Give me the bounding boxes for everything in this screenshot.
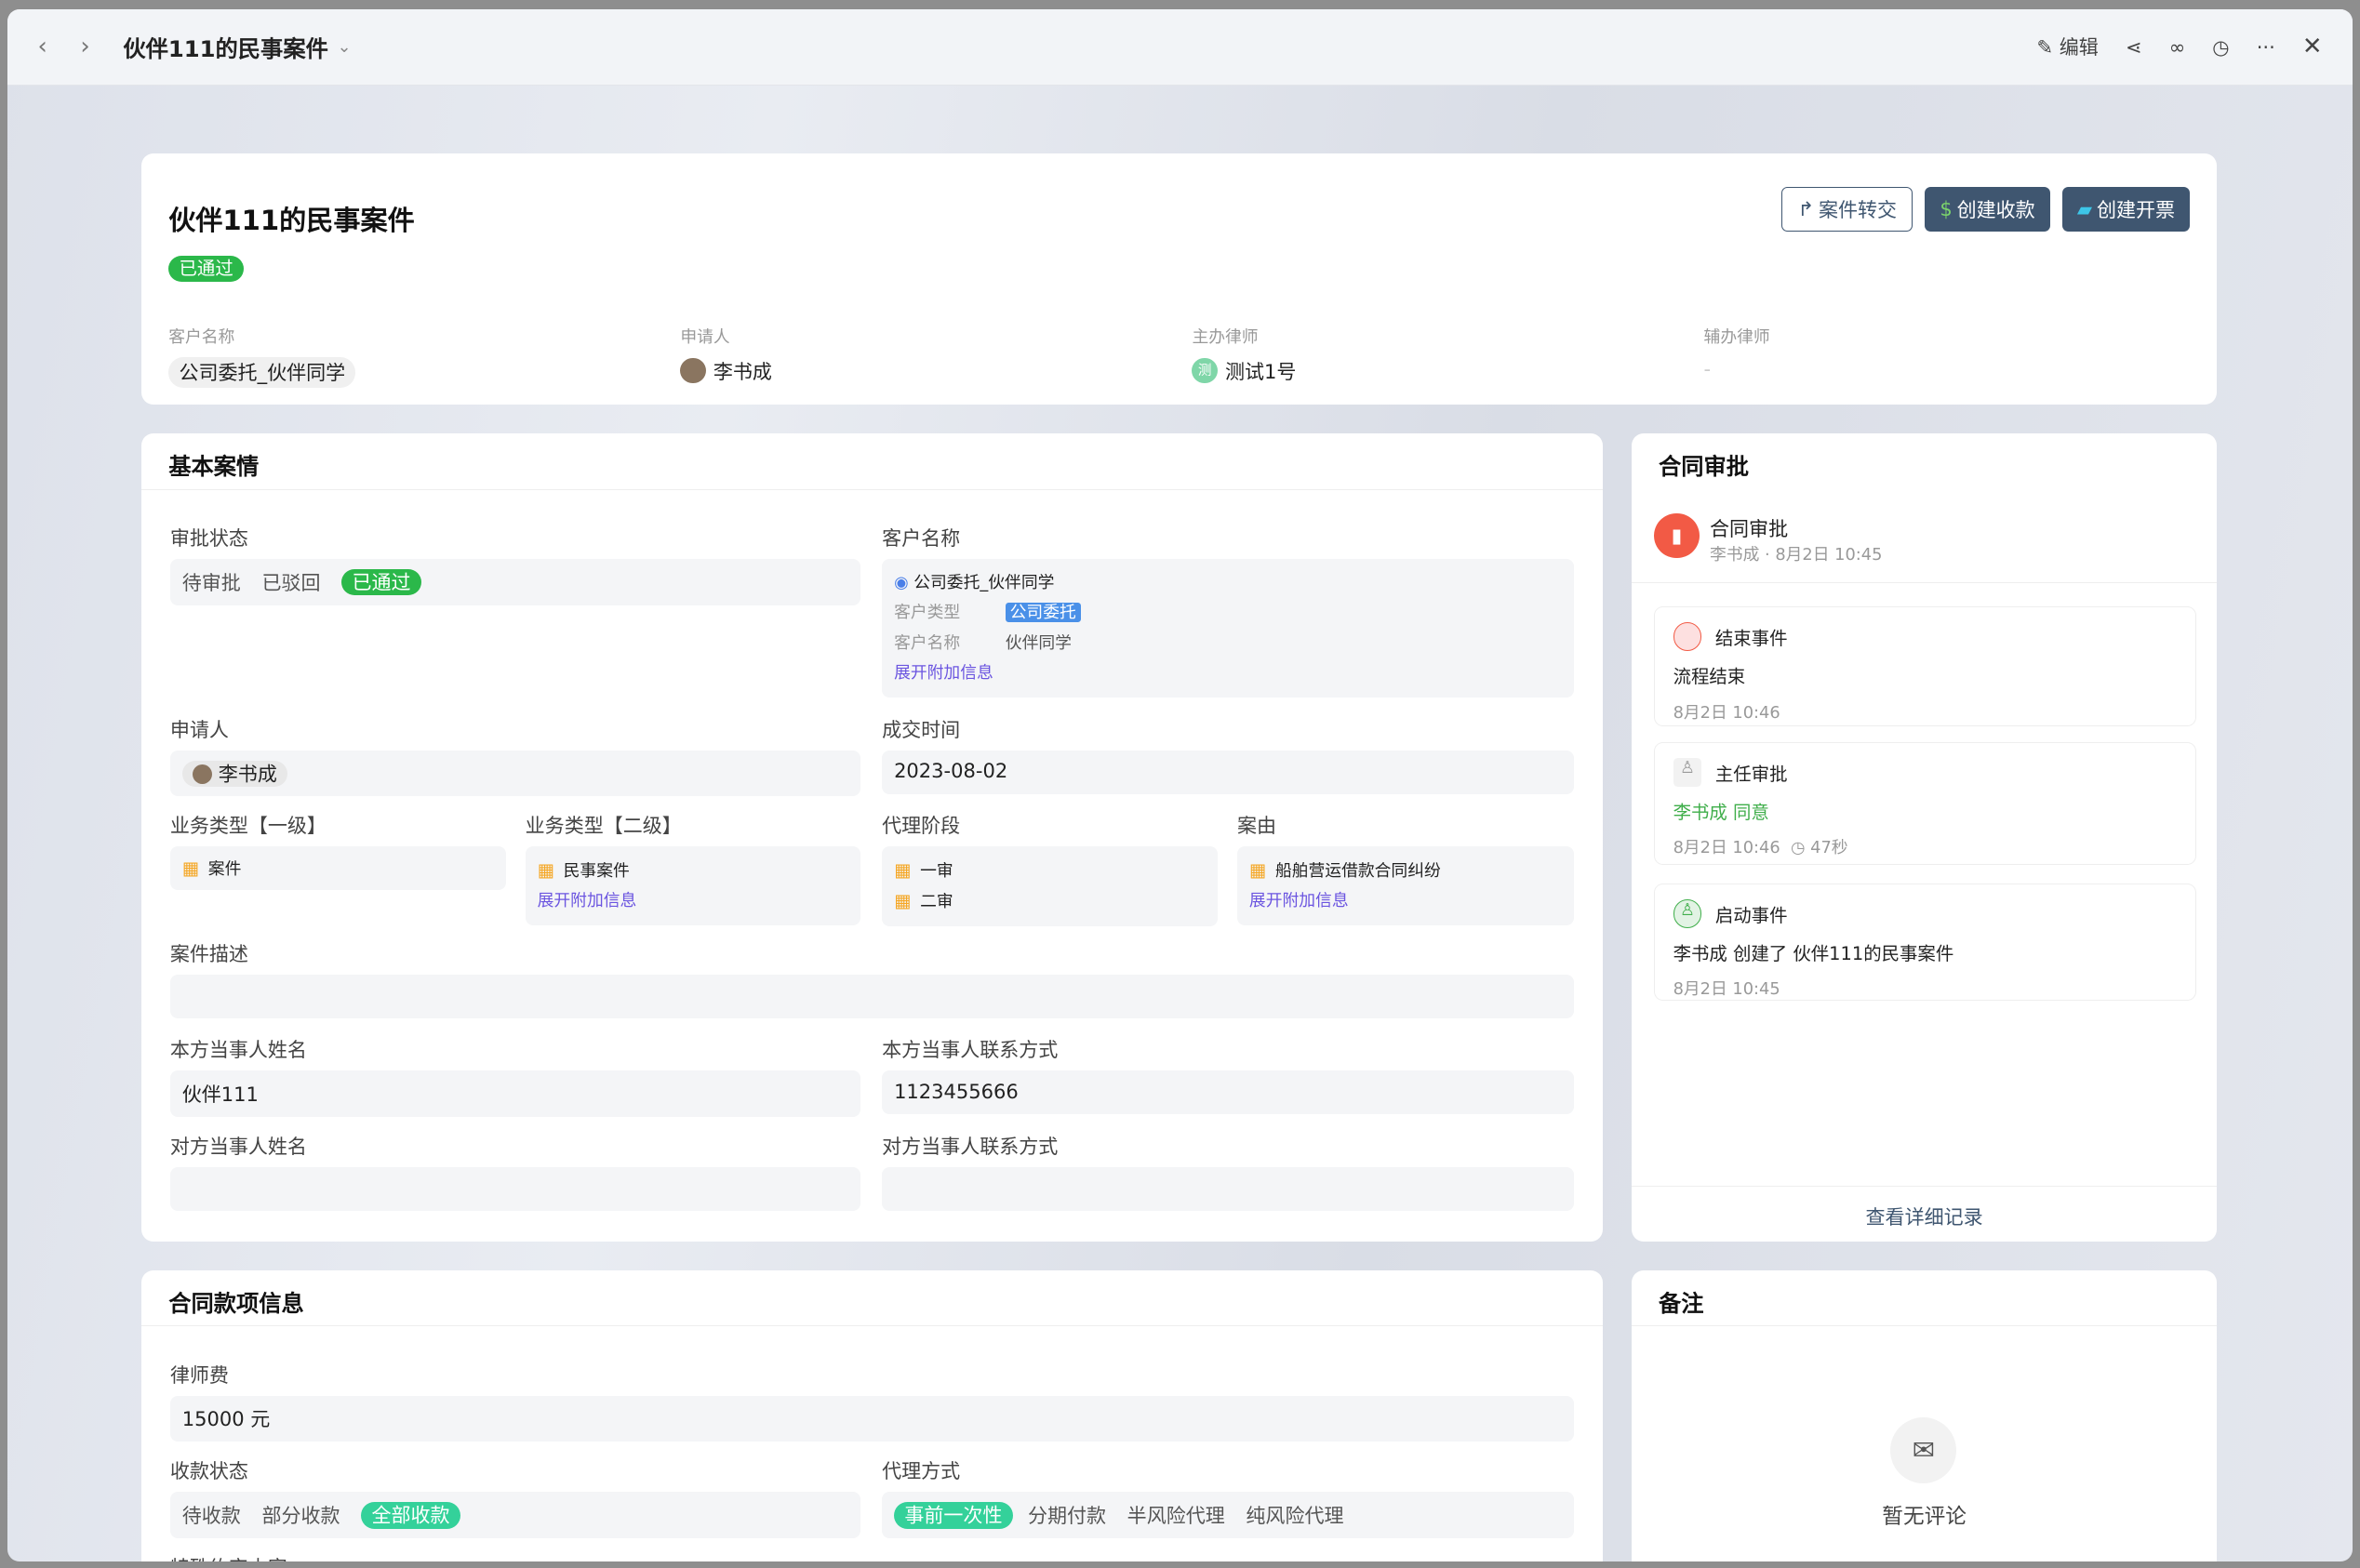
section-title: 基本案情	[168, 453, 260, 481]
agency-mode-field: 代理方式 事前一次性 分期付款 半风险代理 纯风险代理	[882, 1456, 1575, 1538]
opposing-party-name-field: 对方当事人姓名	[169, 1132, 861, 1211]
share-icon[interactable]: ⋖	[2125, 34, 2142, 59]
create-payment-button[interactable]: $ 创建收款	[1925, 186, 2050, 233]
start-event-icon: ♙	[1673, 898, 1702, 928]
notes-card: 备注 ✉ 暂无评论	[1631, 1269, 2218, 1562]
special-terms-field: 特殊约定内容	[170, 1553, 287, 1562]
top-bar: ‹ › 伙伴111的民事案件 ⌄ ✎ 编辑 ⋖ ∞ ◷ ··· ✕	[7, 8, 2353, 86]
end-event-icon	[1673, 622, 1702, 651]
avatar	[193, 764, 213, 784]
grid-icon: ▦	[537, 858, 554, 881]
customer-type-tag: 公司委托	[1005, 603, 1081, 623]
user-icon: ◉	[894, 572, 909, 592]
timer-icon: ◷	[1790, 838, 1806, 858]
lead-lawyer-field: 主办律师测测试1号	[1192, 326, 1297, 384]
document-icon: ▮	[1654, 512, 1700, 559]
handshake-icon[interactable]: ∞	[2168, 34, 2186, 59]
customer-chip[interactable]: 公司委托_伙伴同学	[168, 356, 356, 388]
forward-icon[interactable]: ›	[80, 33, 90, 61]
view-details-link[interactable]: 查看详细记录	[1865, 1204, 1983, 1229]
option-selected[interactable]: 已通过	[341, 569, 421, 596]
expand-link[interactable]: 展开附加信息	[537, 891, 637, 911]
section-title: 备注	[1659, 1289, 1704, 1317]
section-title: 合同款项信息	[168, 1289, 304, 1317]
window-title: 伙伴111的民事案件	[123, 34, 328, 62]
applicant-field: 申请人 李书成	[680, 326, 772, 384]
option[interactable]: 半风险代理	[1127, 1503, 1225, 1527]
avatar	[680, 357, 706, 384]
timeline-event: ♙ 主任审批 李书成 同意 8月2日 10:46 ◷ 47秒	[1654, 741, 2196, 866]
chevron-down-icon[interactable]: ⌄	[337, 36, 352, 57]
biz-type-1-field: 业务类型【一级】 ▦ 案件	[169, 811, 506, 891]
option[interactable]: 纯风险代理	[1246, 1503, 1344, 1527]
section-title: 合同审批	[1659, 453, 1750, 481]
create-invoice-button[interactable]: ▰ 创建开票	[2061, 186, 2191, 233]
case-description-field: 案件描述	[169, 939, 1575, 1018]
payment-status-field: 收款状态 待收款 部分收款 全部收款	[169, 1456, 861, 1538]
cause-field: 案由 ▦ 船舶营运借款合同纠纷 展开附加信息	[1236, 811, 1575, 926]
approval-status-field: 审批状态 待审批 已驳回 已通过	[169, 524, 861, 605]
grid-icon: ▦	[894, 858, 912, 881]
payment-card: 合同款项信息 律师费 15000 元 收款状态 待收款 部分收款 全部收款 代理方式 事前…	[141, 1269, 1604, 1562]
user-icon: ♙	[1673, 757, 1702, 787]
option[interactable]: 待审批	[181, 570, 241, 594]
assistant-lawyer-field: 辅办律师 -	[1703, 326, 1770, 380]
basic-info-card: 基本案情 审批状态 待审批 已驳回 已通过 客户名称 ◉ 公司委托_伙伴同学 客户类…	[141, 432, 1604, 1242]
approval-panel: 合同审批 ▮ 合同审批 李书成 · 8月2日 10:45 结束事件 流程结束 8月2…	[1631, 432, 2218, 1242]
opposing-party-contact-field: 对方当事人联系方式	[882, 1132, 1575, 1211]
invoice-icon: ▰	[2076, 197, 2093, 221]
customer-field: 客户名称 公司委托_伙伴同学	[168, 324, 356, 388]
page-title: 伙伴111的民事案件	[168, 204, 415, 236]
expand-link[interactable]: 展开附加信息	[1248, 891, 1349, 911]
option[interactable]: 部分收款	[261, 1503, 340, 1527]
own-party-name-field: 本方当事人姓名 伙伴111	[169, 1035, 861, 1117]
more-icon[interactable]: ···	[2256, 34, 2275, 59]
grid-icon: ▦	[894, 890, 912, 912]
transfer-icon: ↱	[1797, 197, 1815, 221]
option-selected[interactable]: 全部收款	[361, 1502, 460, 1529]
edit-button[interactable]: ✎ 编辑	[2036, 35, 2099, 60]
option[interactable]: 已驳回	[261, 570, 321, 594]
own-party-contact-field: 本方当事人联系方式 1123455666	[882, 1035, 1575, 1115]
close-icon[interactable]: ✕	[2301, 33, 2323, 61]
grid-icon: ▦	[181, 857, 200, 879]
window: ‹ › 伙伴111的民事案件 ⌄ ✎ 编辑 ⋖ ∞ ◷ ··· ✕ 伙伴111的…	[7, 8, 2353, 1562]
deal-time-field: 成交时间 2023-08-02	[882, 715, 1575, 794]
pencil-icon: ✎	[2036, 35, 2054, 60]
header-card: 伙伴111的民事案件 已通过 ↱ 案件转交 $ 创建收款 ▰ 创建开票 客户名称 公司委…	[141, 153, 2218, 405]
option-selected[interactable]: 事前一次性	[894, 1502, 1013, 1529]
agency-stage-field: 代理阶段 ▦ 一审 ▦ 二审	[882, 811, 1218, 927]
timeline-event: ♙ 启动事件 李书成 创建了 伙伴111的民事案件 8月2日 10:45	[1654, 883, 2196, 1001]
timeline-event: 结束事件 流程结束 8月2日 10:46	[1654, 606, 2196, 727]
expand-link[interactable]: 展开附加信息	[894, 662, 993, 683]
customer-name-field: 客户名称 ◉ 公司委托_伙伴同学 客户类型 公司委托 客户名称 伙伴同学 展开附加信…	[882, 524, 1575, 698]
grid-icon: ▦	[1248, 858, 1267, 881]
empty-inbox-icon: ✉	[1890, 1417, 1957, 1484]
biz-type-2-field: 业务类型【二级】 ▦ 民事案件 展开附加信息	[525, 811, 861, 926]
dollar-icon: $	[1940, 197, 1953, 221]
history-icon[interactable]: ◷	[2212, 34, 2230, 59]
avatar: 测	[1192, 357, 1218, 384]
transfer-case-button[interactable]: ↱ 案件转交	[1781, 186, 1913, 233]
option[interactable]: 待收款	[181, 1503, 241, 1527]
back-icon[interactable]: ‹	[37, 33, 47, 61]
status-badge: 已通过	[168, 256, 245, 282]
lawyer-fee-field: 律师费 15000 元	[169, 1361, 1575, 1442]
option[interactable]: 分期付款	[1027, 1503, 1107, 1527]
applicant-field: 申请人 李书成	[169, 715, 861, 797]
